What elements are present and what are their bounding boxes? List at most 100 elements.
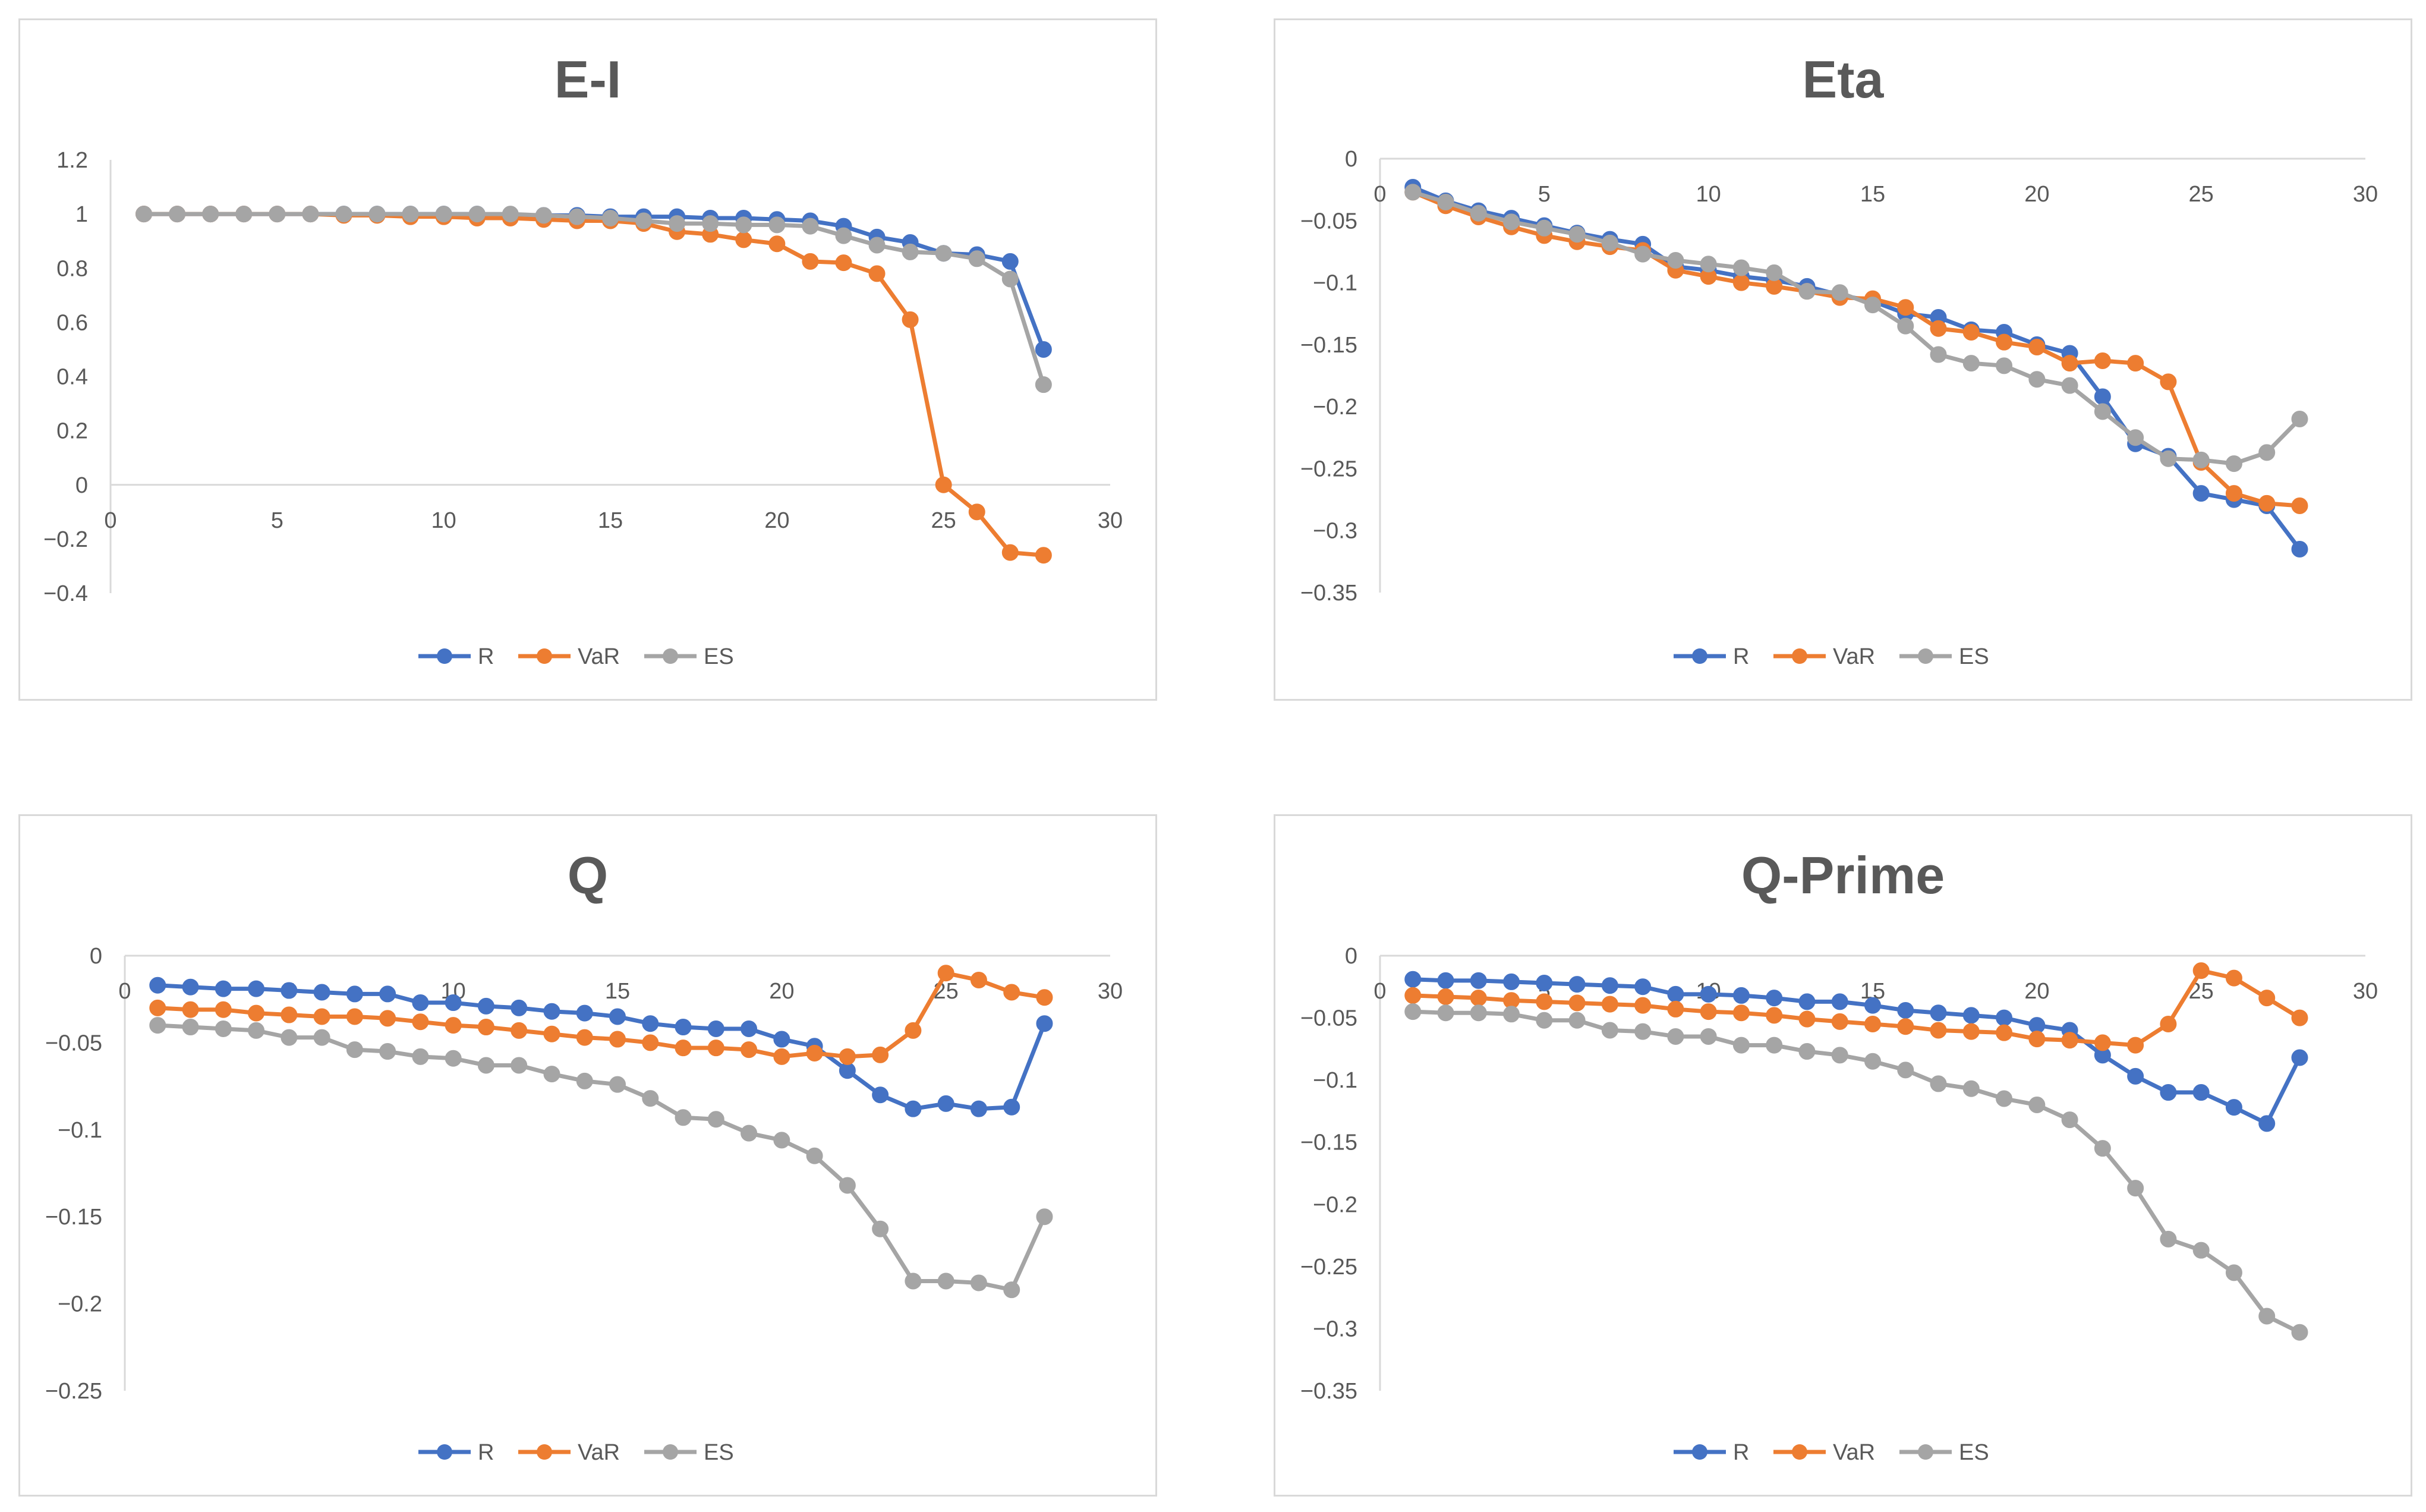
series-line-es [1413, 1009, 2301, 1334]
series-line-r [157, 983, 1047, 1111]
data-point-es [502, 206, 519, 223]
data-point-var [1568, 994, 1586, 1012]
data-point-var [1930, 1022, 1947, 1039]
data-point-es [602, 209, 619, 226]
chart-q: Q0−0.05−0.1−0.15−0.2−0.25051015202530RVa… [45, 846, 1123, 1465]
data-point-var [902, 311, 919, 328]
data-point-es [235, 206, 253, 223]
y-tick-label: −0.15 [1300, 1130, 1357, 1155]
y-tick-label: −0.2 [1313, 395, 1357, 420]
data-point-es [1404, 1003, 1422, 1020]
data-point-var [1404, 987, 1422, 1004]
data-point-es [435, 206, 452, 223]
data-point-es [1404, 184, 1422, 201]
data-point-es [839, 1177, 856, 1194]
data-point-var [379, 1010, 396, 1027]
y-tick-label: −0.2 [58, 1292, 102, 1317]
data-point-r [1667, 985, 1684, 1003]
data-point-r [511, 999, 528, 1016]
y-tick-label: 0 [75, 473, 88, 498]
data-point-es [2127, 429, 2144, 446]
data-point-var [2028, 339, 2046, 356]
legend-label-r: R [1733, 1440, 1749, 1465]
data-point-es [2061, 1111, 2078, 1129]
y-tick-label: 0 [1345, 944, 1357, 969]
data-point-var [477, 1019, 494, 1036]
data-point-var [935, 476, 952, 493]
data-point-var [2028, 1031, 2046, 1048]
data-point-r [741, 1020, 758, 1037]
data-point-es [1470, 204, 1487, 222]
data-point-es [535, 207, 552, 224]
data-point-es [1470, 1004, 1487, 1022]
x-tick-label: 25 [2189, 182, 2214, 207]
data-point-r [1732, 987, 1750, 1004]
data-point-r [642, 1015, 659, 1032]
data-point-es [468, 206, 486, 223]
data-point-es [136, 206, 153, 223]
data-point-var [1001, 544, 1019, 561]
series-line-var [144, 212, 1044, 557]
data-point-r [2127, 1067, 2144, 1085]
data-point-es [2028, 371, 2046, 388]
data-point-es [182, 1019, 199, 1036]
x-tick-label: 10 [1696, 182, 1721, 207]
data-point-var [872, 1046, 889, 1063]
legend-label-es: ES [1959, 644, 1989, 669]
data-point-es [1930, 1075, 1947, 1092]
data-point-var [773, 1048, 790, 1065]
data-point-es [1536, 1012, 1553, 1029]
chart-title: Q [568, 846, 608, 905]
data-point-es [202, 206, 219, 223]
data-point-es [1700, 256, 1717, 273]
data-point-r [379, 985, 396, 1003]
data-point-var [2225, 969, 2242, 987]
data-point-es [2225, 1264, 2242, 1281]
data-point-es [1798, 283, 1816, 300]
chart-title: Q-Prime [1741, 846, 1945, 905]
data-point-es [968, 250, 985, 267]
data-point-es [2258, 444, 2276, 461]
chart-panel-e-i: E-I 1.2 1 0.8 0.6 0.4 0.2 0 −0.2 −0.4 0 5 10 15 20 25 30… [18, 18, 1157, 701]
data-point-var [2127, 355, 2144, 372]
data-point-es [2160, 1230, 2177, 1248]
data-point-es [2291, 411, 2308, 427]
data-point-var [1437, 988, 1454, 1006]
data-point-var [2258, 494, 2276, 512]
data-point-r [1536, 975, 1553, 992]
data-point-var [1536, 993, 1553, 1010]
legend-marker-var [1792, 1444, 1807, 1460]
data-point-var [1732, 274, 1750, 291]
data-point-es [905, 1272, 922, 1290]
data-point-r [445, 994, 462, 1012]
y-tick-label: −0.35 [1300, 1379, 1357, 1404]
x-tick-label: 30 [1098, 979, 1123, 1004]
data-point-r [215, 980, 232, 997]
y-tick-label: −0.2 [1313, 1192, 1357, 1217]
data-point-es [1568, 1012, 1586, 1029]
data-point-es [2225, 455, 2242, 472]
data-point-es [935, 245, 952, 262]
data-point-es [1036, 1208, 1053, 1226]
y-tick-label: 0 [90, 944, 102, 969]
chart-title: Eta [1803, 50, 1885, 109]
data-point-es [1897, 317, 1914, 335]
data-point-var [2061, 355, 2078, 372]
data-point-es [149, 1017, 166, 1034]
y-tick-label: 0.2 [56, 419, 88, 444]
y-tick-label: −0.25 [45, 1379, 102, 1404]
legend-marker-var [537, 1444, 552, 1460]
data-point-var [1700, 1003, 1717, 1020]
data-point-es [2127, 1180, 2144, 1197]
data-point-r [1404, 971, 1422, 988]
data-point-es [269, 206, 286, 223]
data-point-r [2094, 388, 2111, 405]
series-line-var [1413, 968, 2301, 1048]
y-tick-label: −0.05 [1300, 1006, 1357, 1031]
data-point-es [1601, 1022, 1618, 1039]
data-point-es [1700, 1028, 1717, 1045]
data-point-var [511, 1022, 528, 1039]
legend-marker-r [1692, 1444, 1707, 1460]
x-tick-label: 30 [2353, 182, 2378, 207]
data-point-es [707, 1111, 724, 1128]
